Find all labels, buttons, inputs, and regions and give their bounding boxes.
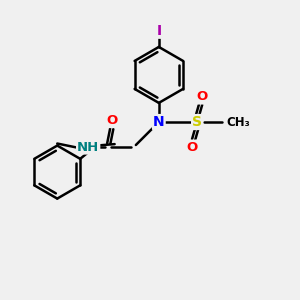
Text: CH₃: CH₃	[226, 116, 250, 128]
Text: O: O	[196, 91, 208, 103]
Text: NH: NH	[77, 141, 99, 154]
Text: N: N	[153, 115, 165, 129]
Text: O: O	[187, 141, 198, 154]
Text: O: O	[106, 114, 117, 127]
Text: S: S	[192, 115, 202, 129]
Text: I: I	[156, 24, 161, 38]
